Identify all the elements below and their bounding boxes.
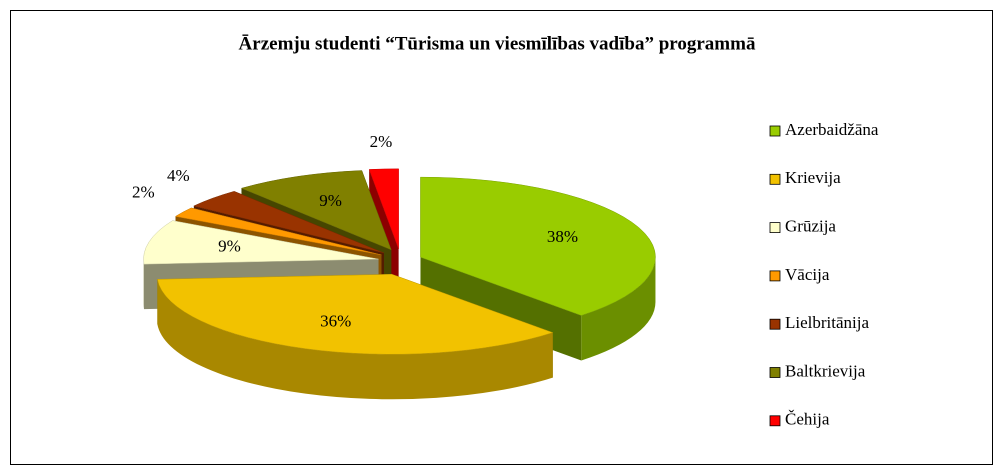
slice-top bbox=[240, 170, 392, 251]
data-label: 2% bbox=[132, 182, 155, 201]
data-label: 38% bbox=[547, 227, 578, 246]
legend-label: Krievija bbox=[785, 168, 841, 187]
legend-swatch bbox=[769, 318, 781, 330]
slice-top bbox=[193, 191, 385, 254]
slice-top bbox=[157, 274, 554, 355]
legend-swatch bbox=[769, 173, 781, 185]
legend-label: Vācija bbox=[785, 265, 830, 284]
legend-label: Lielbritānija bbox=[785, 313, 869, 332]
slice-top bbox=[174, 207, 382, 256]
slice-outer-wall bbox=[581, 257, 656, 361]
legend-label: Čehija bbox=[785, 410, 830, 429]
legend-label: Azerbaidžāna bbox=[785, 120, 879, 139]
legend-swatch bbox=[769, 125, 781, 137]
slice-top bbox=[368, 168, 399, 249]
slice-top bbox=[143, 220, 379, 265]
legend-label: Baltkrievija bbox=[785, 361, 866, 380]
data-label: 9% bbox=[218, 237, 241, 256]
legend-swatch bbox=[769, 270, 781, 282]
legend-label: Grūzija bbox=[785, 217, 836, 236]
legend-swatch bbox=[769, 222, 781, 234]
data-label: 36% bbox=[320, 312, 351, 331]
data-label: 4% bbox=[167, 166, 190, 185]
legend-swatch bbox=[769, 415, 781, 427]
pie-slice bbox=[157, 274, 554, 400]
chart-title: Ārzemju studenti “Tūrisma un viesmīlības… bbox=[239, 33, 756, 54]
slice-outer-wall bbox=[157, 279, 553, 400]
legend-swatch bbox=[769, 367, 781, 378]
data-label: 2% bbox=[370, 132, 393, 151]
data-label: 9% bbox=[319, 191, 342, 210]
slice-top bbox=[420, 176, 656, 316]
